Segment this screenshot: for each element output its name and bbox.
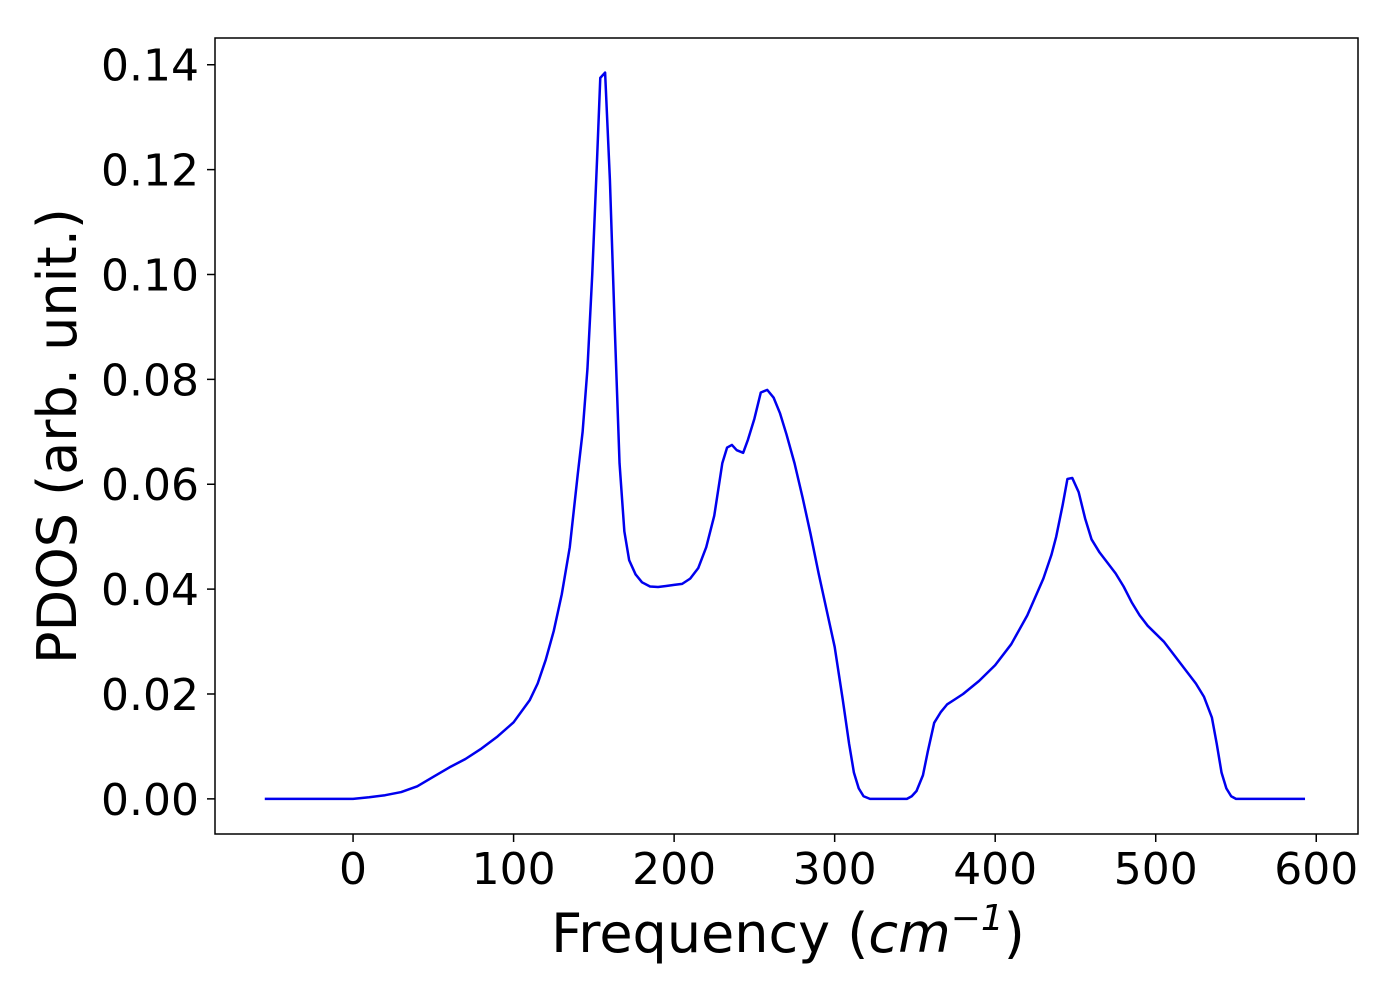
y-tick-label: 0.10	[101, 250, 199, 301]
y-tick-label: 0.14	[101, 41, 199, 92]
plot-frame	[214, 37, 1359, 835]
x-axis-label: Frequency (cm−1)	[551, 898, 1025, 965]
y-tick-label: 0.12	[101, 146, 199, 197]
x-tick-label: 300	[793, 844, 877, 895]
line	[264, 71, 1306, 801]
x-axis-label-part: −1	[951, 898, 1004, 939]
y-tick-label: 0.08	[101, 355, 199, 406]
x-tick-label: 200	[632, 844, 716, 895]
x-tick-label: 600	[1274, 844, 1358, 895]
y-tick-label: 0.00	[101, 775, 199, 826]
x-tick-label: 400	[953, 844, 1037, 895]
y-tick-label: 0.04	[101, 565, 199, 616]
x-axis-label-part: cm	[868, 902, 950, 965]
x-tick-label: 0	[339, 844, 367, 895]
x-axis-label-part: )	[1004, 902, 1025, 965]
y-tick-label: 0.06	[101, 460, 199, 511]
x-axis-label-part: Frequency (	[551, 902, 868, 965]
y-axis-label: PDOS (arb. unit.)	[26, 208, 89, 664]
y-tick-label: 0.02	[101, 670, 199, 721]
x-tick-label: 500	[1114, 844, 1198, 895]
x-tick-label: 100	[472, 844, 556, 895]
